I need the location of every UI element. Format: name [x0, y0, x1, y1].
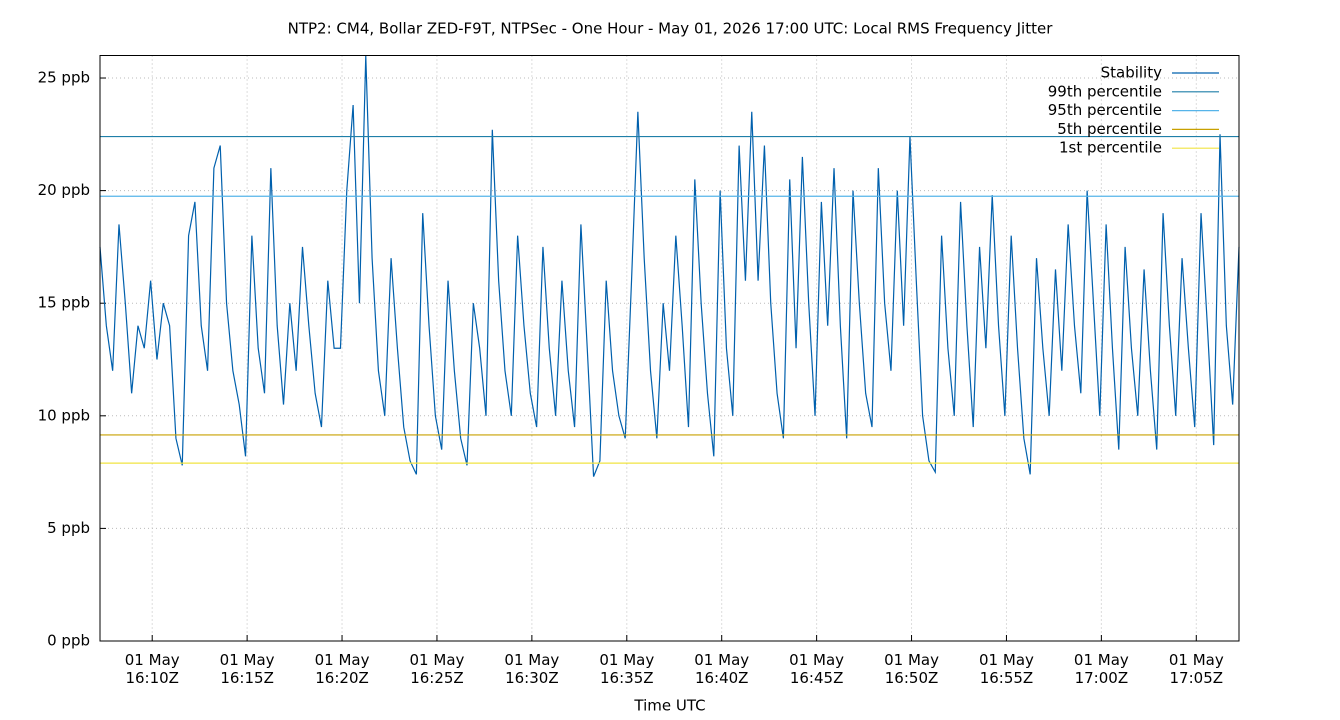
y-tick-label: 15 ppb	[38, 294, 90, 312]
x-tick-label: 01 May 16:35Z	[599, 651, 655, 687]
y-tick-label: 5 ppb	[47, 519, 90, 537]
legend-label: 95th percentile	[1048, 101, 1162, 119]
x-tick-label: 01 May 17:00Z	[1073, 651, 1129, 687]
x-tick-label: 01 May 16:55Z	[979, 651, 1034, 687]
x-tick-label: 01 May 17:05Z	[1168, 651, 1224, 687]
x-tick-label: 01 May 16:20Z	[314, 651, 370, 687]
y-tick-label: 20 ppb	[38, 181, 90, 199]
x-tick-label: 01 May 16:30Z	[504, 651, 560, 687]
y-tick-label: 25 ppb	[38, 69, 90, 87]
x-tick-label: 01 May 16:40Z	[694, 651, 750, 687]
chart-title: NTP2: CM4, Bollar ZED-F9T, NTPSec - One …	[288, 20, 1054, 38]
x-tick-label: 01 May 16:25Z	[409, 651, 465, 687]
data-line	[99, 55, 1240, 477]
plot-frame	[99, 55, 1240, 642]
y-tick-label: 0 ppb	[47, 632, 90, 650]
x-tick-label: 01 May 16:50Z	[884, 651, 939, 687]
legend-label: 5th percentile	[1057, 120, 1162, 138]
x-tick-label: 01 May 16:10Z	[124, 651, 180, 687]
x-tick-label: 01 May 16:45Z	[789, 651, 845, 687]
x-axis-label: Time UTC	[633, 697, 705, 715]
legend-label: Stability	[1101, 64, 1163, 82]
x-tick-label: 01 May 16:15Z	[219, 651, 275, 687]
legend-label: 99th percentile	[1048, 82, 1162, 100]
legend-label: 1st percentile	[1059, 139, 1162, 157]
y-tick-label: 10 ppb	[38, 406, 90, 424]
